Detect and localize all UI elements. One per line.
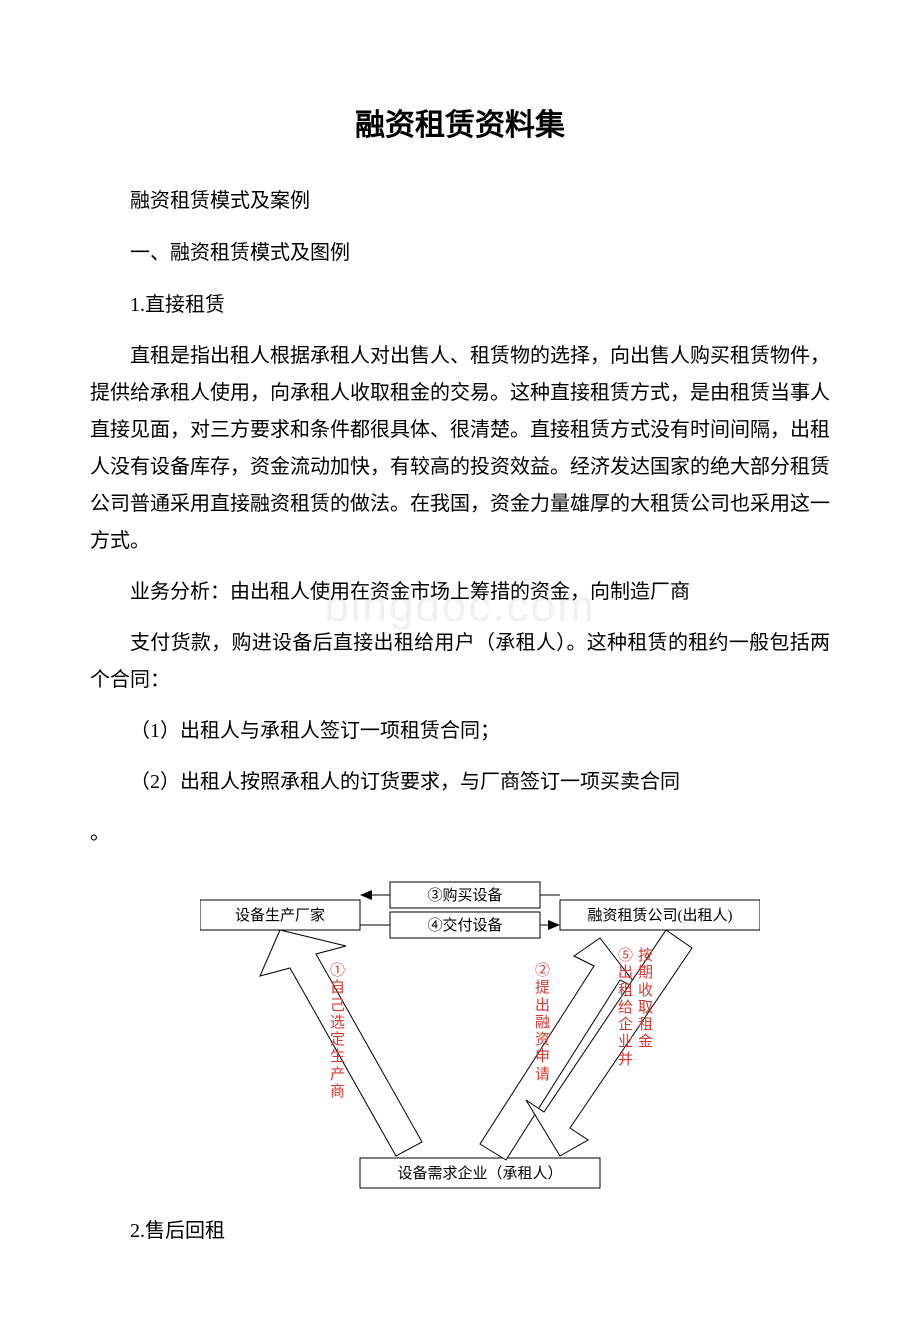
page-title: 融资租赁资料集 [90, 100, 830, 144]
paragraph-5: （2）出租人按照承租人的订货要求，与厂商签订一项买卖合同 [90, 764, 830, 801]
paragraph-5-tail: 。 [90, 815, 830, 852]
node-top-right-label: 融资租赁公司(出租人) [588, 907, 733, 924]
node-bottom-label: 设备需求企业（承租人） [397, 1164, 562, 1182]
flowchart-svg: 设备生产厂家 融资租赁公司(出租人) ③购买设备 ④交付设备 设备需求企业（承租… [200, 868, 760, 1198]
item-2-heading: 2.售后回租 [90, 1212, 830, 1250]
node-mid-top-label: ③购买设备 [427, 887, 502, 904]
paragraph-1: 直租是指出租人根据承租人对出售人、租赁物的选择，向出售人购买租赁物件，提供给承租… [90, 338, 830, 560]
paragraph-4: （1）出租人与承租人签订一项租赁合同； [90, 713, 830, 750]
flowchart-diagram: 设备生产厂家 融资租赁公司(出租人) ③购买设备 ④交付设备 设备需求企业（承租… [200, 868, 760, 1198]
node-mid-bot-label: ④交付设备 [427, 916, 502, 934]
arrow-label-1: ①自己选定生产商 [330, 963, 345, 1101]
section-heading-1: 一、融资租赁模式及图例 [90, 234, 830, 272]
paragraph-3: 支付货款，购进设备后直接出租给用户（承租人）。这种租赁的租约一般包括两个合同： [90, 625, 830, 699]
item-1-heading: 1.直接租赁 [90, 286, 830, 324]
paragraph-2: 业务分析：由出租人使用在资金市场上筹措的资金，向制造厂商 [90, 574, 830, 611]
arrow-label-2: ②提出融资申请 [535, 963, 550, 1084]
subtitle-line-1: 融资租赁模式及案例 [90, 182, 830, 220]
node-top-left-label: 设备生产厂家 [235, 907, 325, 924]
